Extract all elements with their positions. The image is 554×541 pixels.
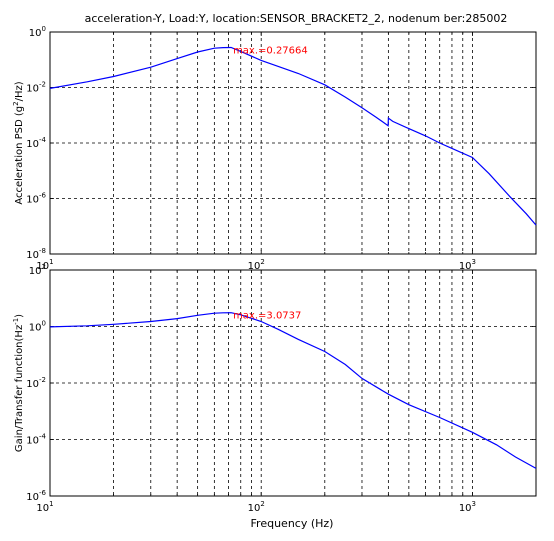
y-tick-label: 10-6 (26, 192, 46, 206)
x-tick-label: 101 (36, 258, 53, 272)
y-tick-label: 102 (29, 263, 46, 277)
x-tick-label: 102 (248, 500, 265, 514)
y-tick-label: 100 (29, 320, 46, 334)
y-tick-label: 10-6 (26, 489, 46, 503)
x-tick-label: 103 (459, 258, 476, 272)
plot-frame (49, 269, 537, 497)
x-tick-label: 102 (248, 258, 265, 272)
y-tick-label: 10-2 (26, 376, 46, 390)
y-tick-label: 10-4 (26, 136, 46, 150)
y-tick-label: 10-4 (26, 433, 46, 447)
x-tick-label: 103 (459, 500, 476, 514)
y-axis-label: Gain/Transfer function(Hz-1) (12, 314, 25, 452)
x-tick-label: 101 (36, 500, 53, 514)
x-axis-label: Frequency (Hz) (251, 517, 334, 530)
chart-title: acceleration-Y, Load:Y, location:SENSOR_… (85, 12, 508, 25)
y-tick-label: 10-2 (26, 81, 46, 95)
y-axis-label: Acceleration PSD (g2/Hz) (12, 81, 25, 204)
max-annotation: max.=0.27664 (233, 45, 308, 56)
y-tick-label: 10-8 (26, 247, 46, 261)
max-annotation: max.=3.0737 (233, 311, 301, 322)
series-line (49, 312, 537, 469)
gain-chart: 101 102 103 102 100 10-2 10-4 10-6 Gain/Transfer… (12, 263, 537, 514)
psd-chart: 101 102 103 100 10-2 10-4 10-6 10-8 Acceleration… (12, 25, 537, 272)
series-line (49, 46, 537, 226)
plot-frame (49, 31, 537, 255)
y-tick-label: 100 (29, 25, 46, 39)
